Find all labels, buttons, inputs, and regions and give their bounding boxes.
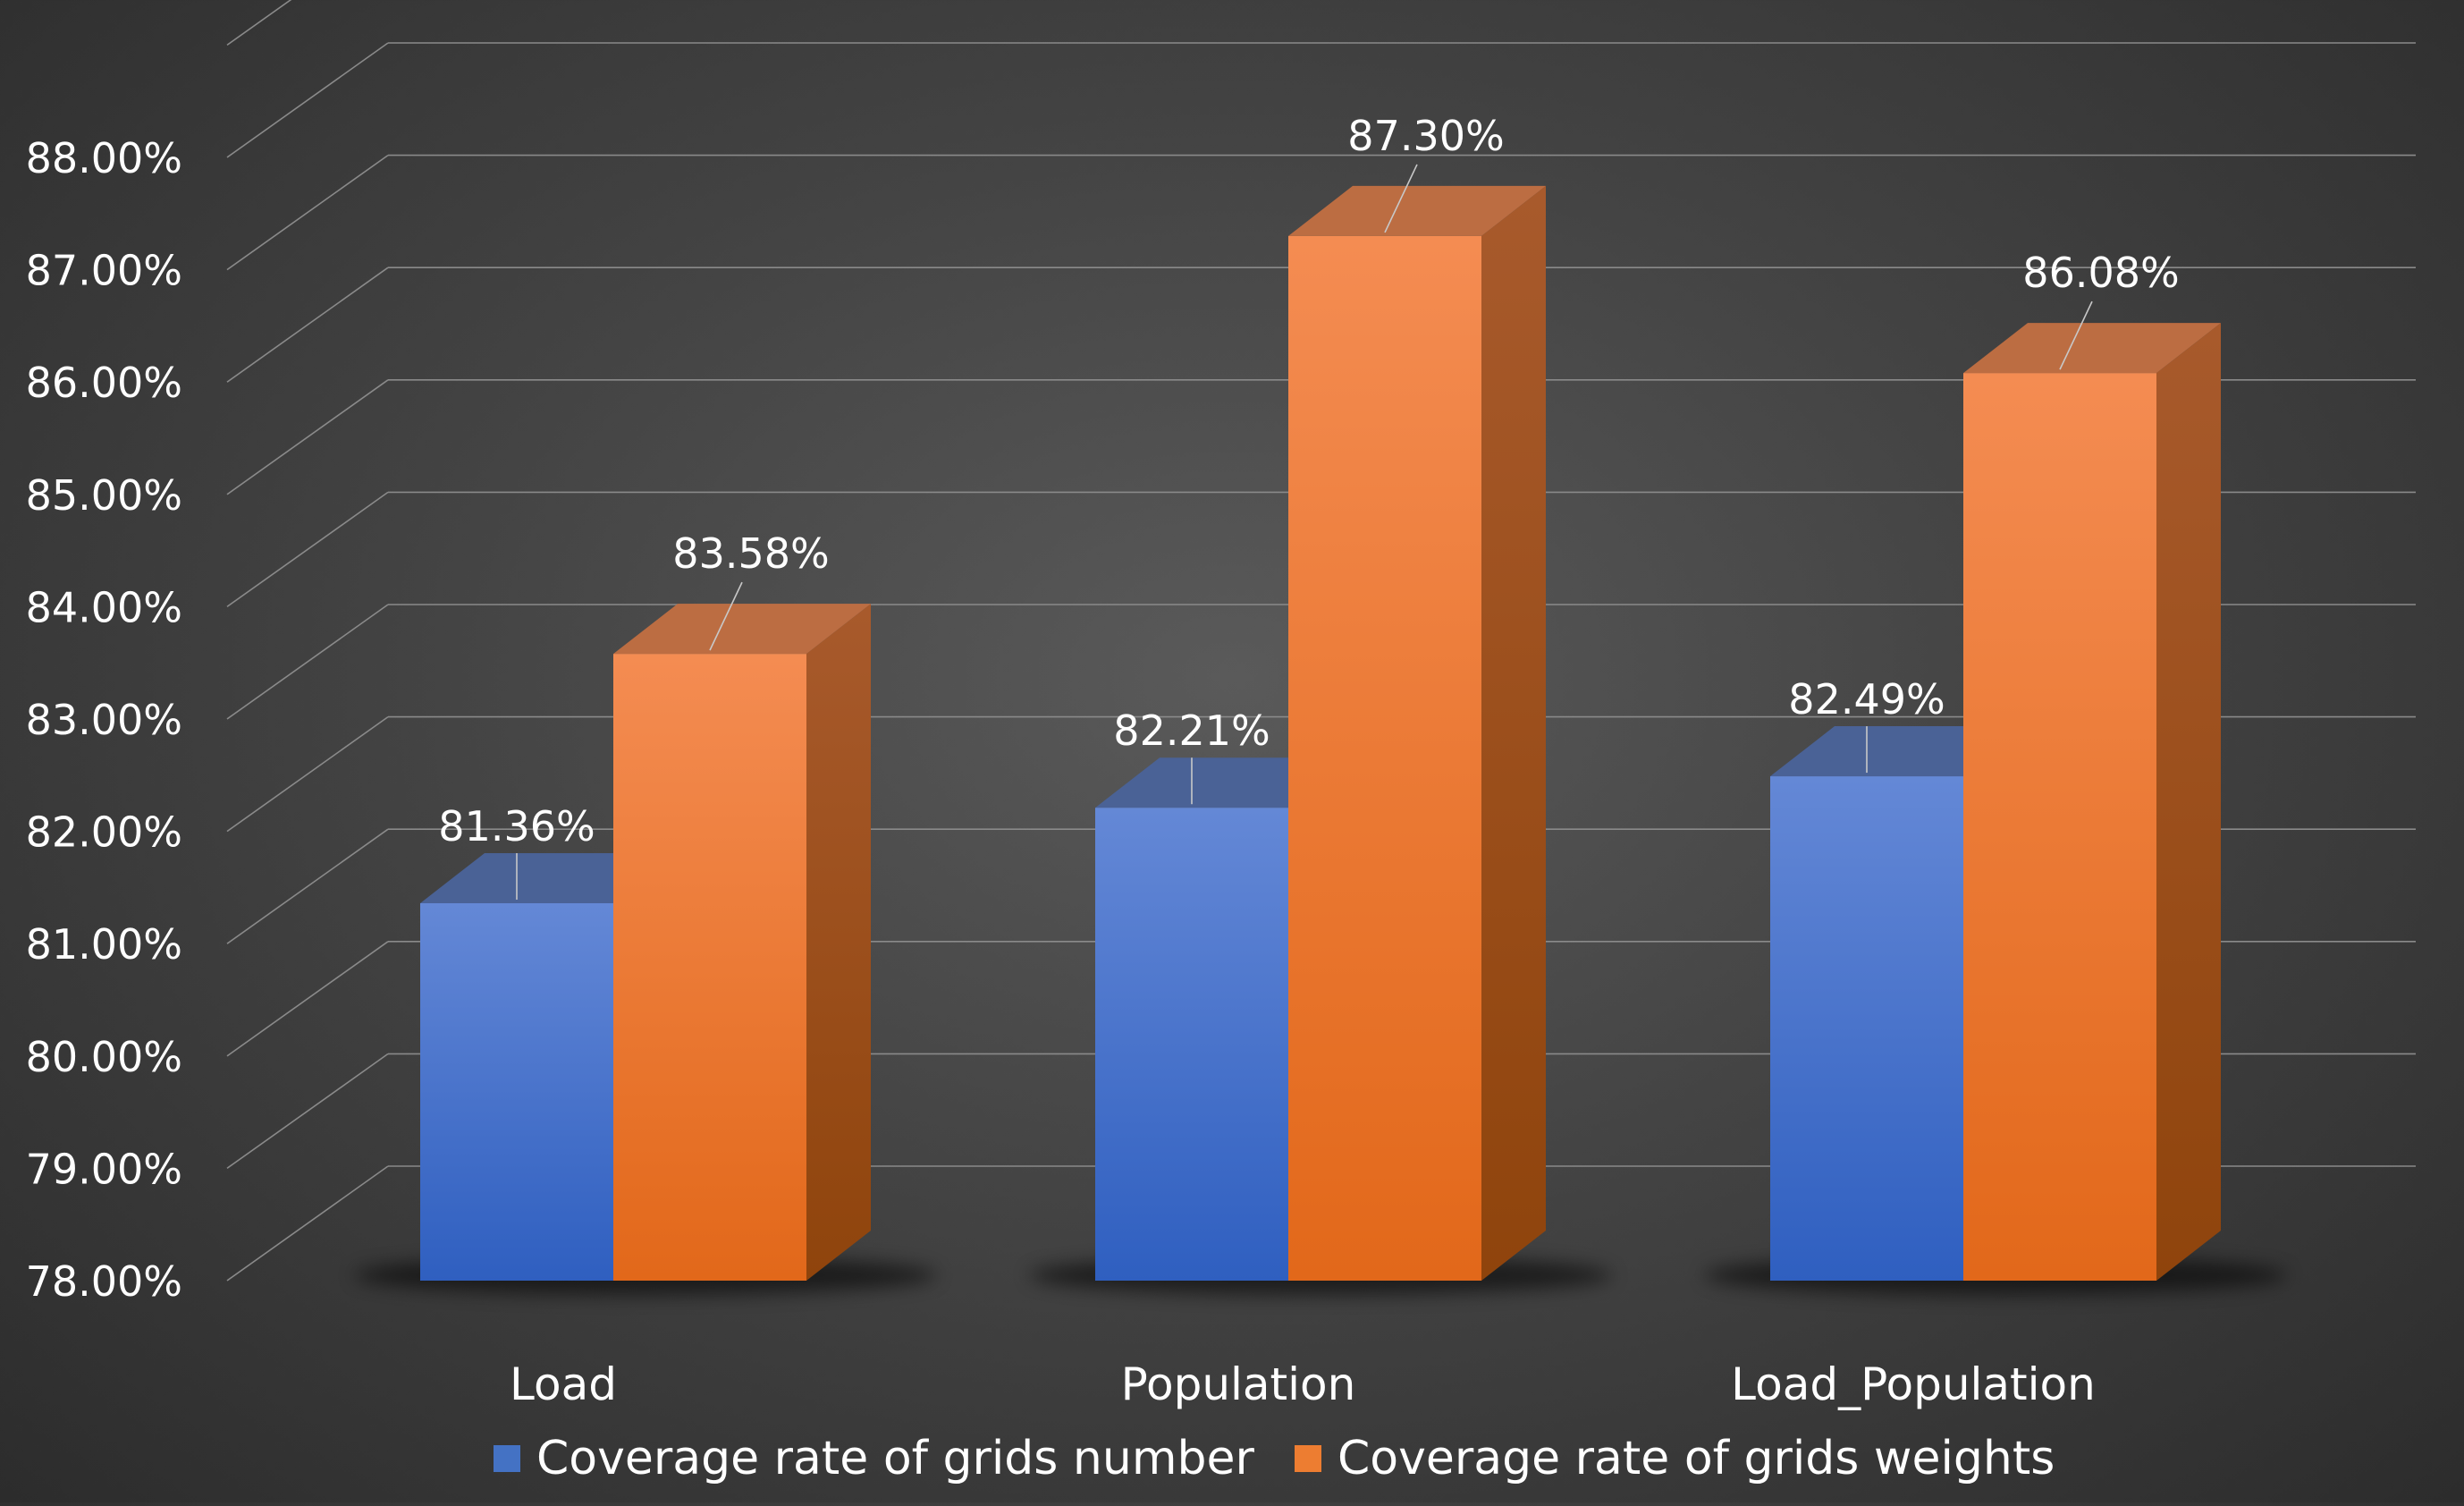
gridline-diagonal <box>226 491 389 608</box>
y-tick-label: 85.00% <box>26 471 182 520</box>
bar <box>1288 235 1481 1281</box>
legend: Coverage rate of grids number Coverage ra… <box>494 1432 2055 1485</box>
bar-top <box>1963 323 2221 374</box>
gridline-diagonal <box>226 1165 389 1282</box>
bar-side <box>2156 323 2221 1282</box>
y-tick-label: 88.00% <box>26 134 182 182</box>
bar-top <box>1288 185 1546 236</box>
data-label: 82.21% <box>1113 706 1270 755</box>
data-label: 83.58% <box>672 529 829 578</box>
bar-side <box>806 604 871 1281</box>
bar <box>1963 373 2156 1282</box>
data-label: 81.36% <box>438 802 595 850</box>
y-tick-label: 83.00% <box>26 696 182 744</box>
gridline-diagonal <box>226 42 389 158</box>
bars: 81.36% 83.58% 82.21% 87.30% 82.49% 86.08% <box>354 112 2287 1295</box>
bar <box>1095 808 1288 1281</box>
y-tick-label: 80.00% <box>26 1033 182 1081</box>
gridline-diagonal <box>226 379 389 495</box>
data-label: 86.08% <box>2022 249 2179 297</box>
x-tick-label: Load_Population <box>1731 1358 2096 1410</box>
y-tick-label: 79.00% <box>26 1145 182 1193</box>
bar-side <box>1481 185 1546 1281</box>
data-label: 82.49% <box>1788 675 1945 723</box>
leader-line <box>709 581 743 651</box>
bar <box>1770 776 1963 1281</box>
gridline-diagonal <box>226 1053 389 1170</box>
gridline-diagonal <box>226 604 389 720</box>
legend-swatch <box>1295 1445 1321 1472</box>
bar <box>613 654 806 1281</box>
y-axis: 78.00% 79.00% 80.00% 81.00% 82.00% 83.00% 84.0… <box>26 134 182 1306</box>
gridline-diagonal <box>226 154 389 271</box>
gridline-diagonal <box>226 267 389 383</box>
y-tick-label: 87.00% <box>26 247 182 295</box>
data-label: 87.30% <box>1347 112 1504 160</box>
gridline-diagonal <box>226 828 389 944</box>
x-tick-label: Population <box>1121 1358 1356 1410</box>
x-tick-label: Load <box>510 1358 617 1410</box>
y-tick-label: 81.00% <box>26 920 182 969</box>
x-axis: Load Population Load_Population <box>510 1358 2096 1410</box>
y-tick-label: 84.00% <box>26 583 182 631</box>
legend-label: Coverage rate of grids weights <box>1337 1432 2055 1485</box>
leader-line <box>1384 164 1418 233</box>
y-tick-label: 86.00% <box>26 359 182 407</box>
bar <box>420 902 613 1281</box>
legend-label: Coverage rate of grids number <box>536 1432 1254 1485</box>
leader-line <box>2059 300 2093 370</box>
y-tick-label: 78.00% <box>26 1257 182 1306</box>
gridline-diagonal <box>226 941 389 1057</box>
gridline-diagonal <box>226 715 389 833</box>
legend-swatch <box>494 1445 520 1472</box>
gridline-diagonal <box>226 0 292 47</box>
y-tick-label: 82.00% <box>26 808 182 857</box>
bar-top <box>613 604 871 655</box>
